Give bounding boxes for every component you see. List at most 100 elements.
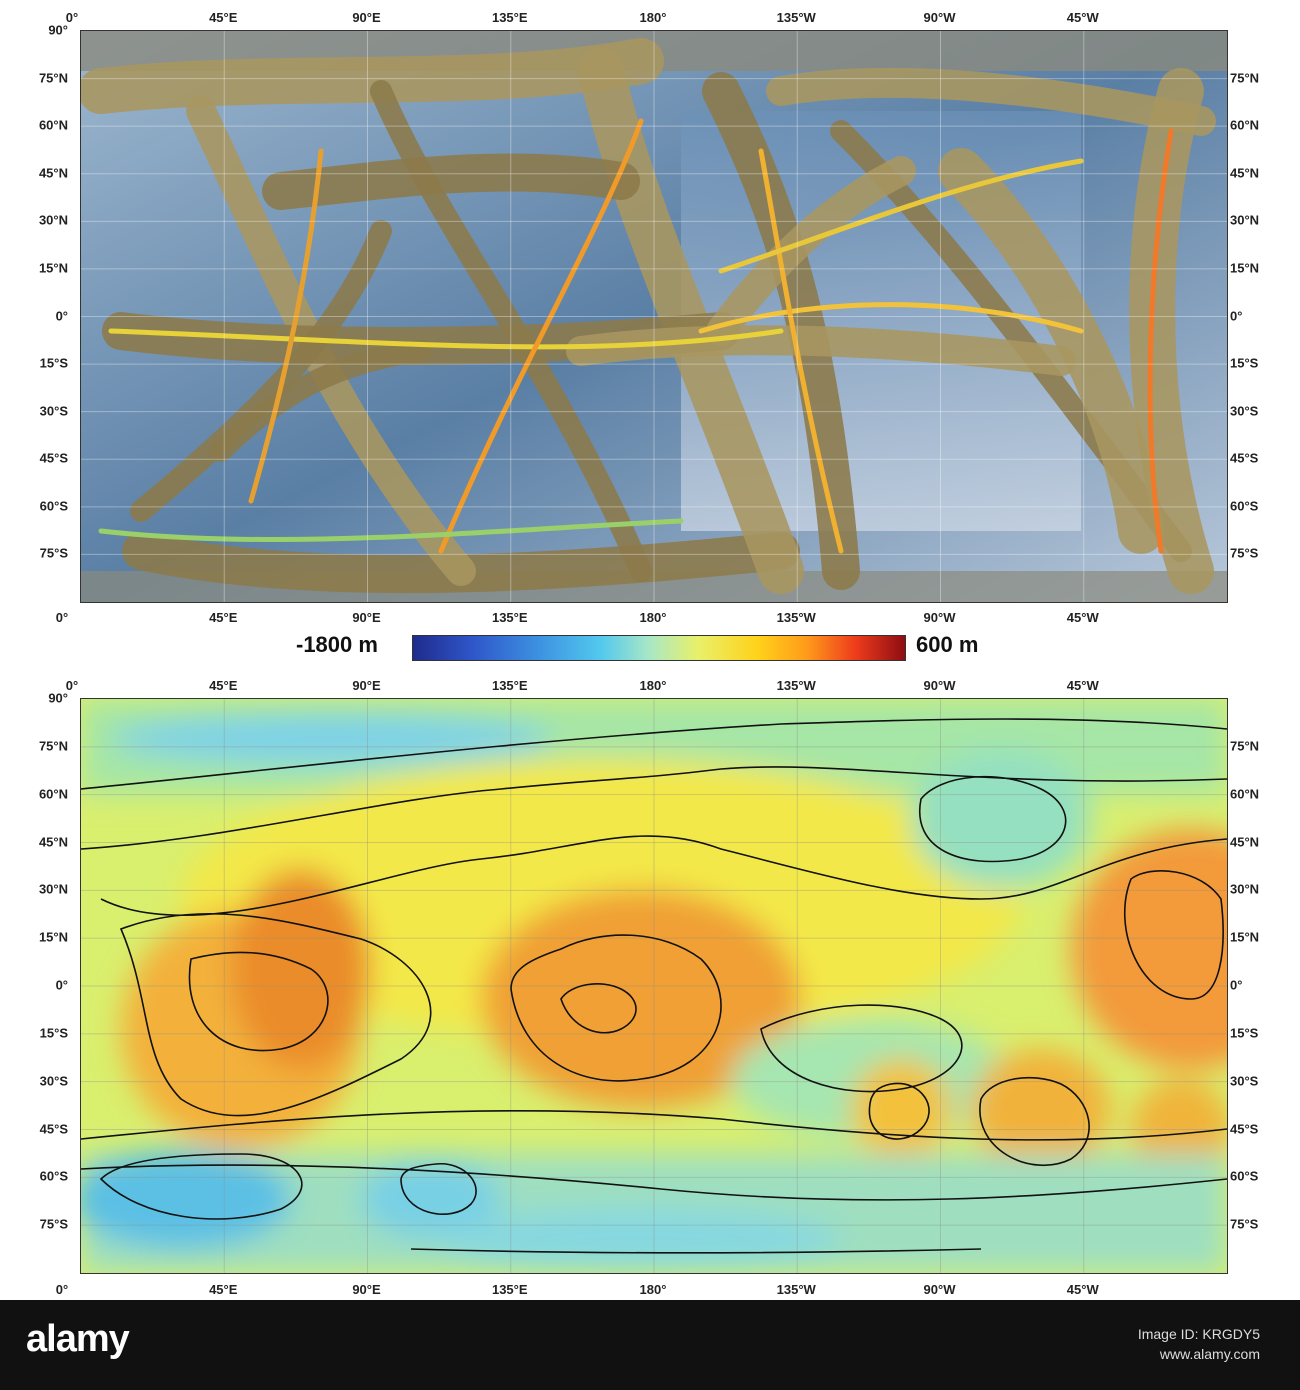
sar-swath — [578, 48, 804, 594]
right-lat-label: 60°N — [1230, 786, 1260, 802]
bottom-lon-label: 90°E — [352, 1282, 381, 1297]
sar-swath — [370, 80, 652, 582]
right-lat-label: 30°S — [1230, 1073, 1259, 1089]
bottom-lon-label: 45°E — [209, 610, 238, 625]
bottom-lon-label: 45°W — [1066, 1282, 1099, 1297]
right-lat-label: 75°S — [1230, 1216, 1259, 1232]
right-lat-label: 15°S — [1230, 355, 1259, 371]
sar-swath — [262, 153, 640, 210]
top-lon-label: 90°E — [352, 678, 381, 693]
right-lat-label: 0° — [1230, 308, 1243, 323]
altimetry-track — [698, 302, 1084, 334]
right-lat-label: 45°N — [1230, 834, 1260, 849]
left-lat-label: 75°S — [39, 1216, 68, 1232]
left-lat-label: 30°N — [38, 212, 68, 228]
left-lat-label: 15°N — [38, 929, 68, 945]
bottom-lon-label: 90°W — [923, 1282, 956, 1297]
colorbar-max-label: 600 m — [916, 632, 979, 657]
colorbar-gradient — [412, 635, 906, 661]
altimetry-track — [758, 148, 844, 554]
top-lon-label: 135°W — [776, 678, 816, 693]
altimetry-track — [438, 118, 644, 554]
elevation-contour — [979, 1076, 1090, 1167]
left-lat-label: 15°S — [39, 355, 68, 371]
elevation-contour — [119, 912, 432, 1117]
sar-swath — [210, 340, 432, 462]
topography-contour-image — [81, 699, 1227, 1273]
top-lon-label: 180° — [639, 678, 667, 693]
left-lat-label: 90° — [48, 690, 68, 706]
elevation-contour — [918, 775, 1067, 863]
left-lat-label: 30°N — [38, 881, 68, 897]
top-lon-label: 90°W — [923, 10, 956, 25]
right-lat-label: 15°S — [1230, 1025, 1259, 1041]
bottom-lon-label: 0° — [55, 1282, 69, 1297]
sar-swath — [81, 38, 664, 114]
footer-logo: alamy — [26, 1318, 130, 1360]
bottom-lon-label: 135°E — [491, 610, 528, 625]
bottom-lon-label: 135°W — [776, 610, 816, 625]
radar-mosaic-image — [81, 31, 1227, 602]
altimetry-track — [108, 328, 784, 350]
elevation-contour — [1123, 870, 1224, 1000]
bottom-lon-label: 135°W — [776, 1282, 816, 1297]
left-lat-label: 15°N — [38, 260, 68, 276]
left-lat-label: 15°S — [39, 1025, 68, 1041]
left-lat-label: 75°S — [39, 545, 68, 561]
elevation-contour — [81, 1164, 1227, 1201]
left-lat-label: 30°S — [39, 1073, 68, 1089]
top-lon-label: 45°W — [1066, 10, 1099, 25]
left-lat-label: 90° — [48, 22, 68, 38]
top-lon-label: 45°E — [209, 678, 238, 693]
bottom-lon-label: 180° — [639, 1282, 667, 1297]
right-lat-label: 75°S — [1230, 545, 1259, 561]
elevation-contour — [100, 835, 1227, 917]
sar-swath — [766, 67, 1216, 136]
right-lat-label: 0° — [1230, 977, 1243, 993]
elevation-colorbar: -1800 m 600 m — [0, 628, 1300, 668]
top-lon-label: 90°E — [352, 10, 381, 25]
elevation-contour — [188, 951, 329, 1052]
left-lat-label: 60°N — [38, 117, 68, 133]
top-lon-label: 45°W — [1066, 678, 1099, 693]
elevation-contour — [99, 1153, 303, 1220]
elevation-contour — [410, 1248, 982, 1254]
top-lon-label: 0° — [65, 678, 79, 693]
elevation-contour — [560, 983, 637, 1034]
radar-mosaic-map — [80, 30, 1228, 603]
top-lon-label: 135°W — [776, 10, 816, 25]
top-lon-label: 0° — [65, 10, 79, 25]
site-text: www.alamy.com — [1159, 1346, 1260, 1362]
bottom-lon-label: 0° — [55, 610, 69, 625]
image-id-text: Image ID: KRGDY5 — [1137, 1326, 1260, 1342]
right-lat-label: 15°N — [1230, 260, 1260, 276]
top-lon-label: 135°E — [491, 678, 528, 693]
bottom-lon-label: 135°E — [491, 1282, 528, 1297]
elevation-contour — [760, 1004, 963, 1093]
left-lat-label: 30°S — [39, 403, 68, 419]
sar-swath — [130, 220, 392, 522]
right-lat-label: 60°N — [1230, 117, 1260, 133]
sar-swath — [702, 72, 860, 590]
elevation-contour — [510, 934, 722, 1082]
bottom-lon-label: 45°W — [1066, 610, 1099, 625]
sar-swath — [706, 156, 916, 346]
left-lat-label: 45°S — [39, 450, 68, 466]
right-lat-label: 30°N — [1230, 881, 1260, 897]
elevation-contour — [81, 766, 1227, 850]
left-lat-label: 0° — [55, 308, 68, 323]
bottom-lon-label: 90°W — [923, 610, 956, 625]
right-lat-label: 15°N — [1230, 929, 1260, 945]
altimetry-track — [98, 518, 684, 543]
left-lat-label: 75°N — [38, 738, 68, 754]
top-lon-label: 90°W — [923, 678, 956, 693]
right-lat-label: 30°N — [1230, 212, 1260, 228]
altimetry-track — [248, 148, 324, 504]
top-lon-label: 45°E — [209, 10, 238, 25]
right-lat-label: 75°N — [1230, 738, 1260, 754]
elevation-contour — [81, 1109, 1227, 1141]
left-lat-label: 75°N — [38, 70, 68, 86]
left-lat-label: 45°N — [38, 165, 68, 181]
topography-map — [80, 698, 1228, 1274]
right-lat-label: 60°S — [1230, 1168, 1259, 1184]
